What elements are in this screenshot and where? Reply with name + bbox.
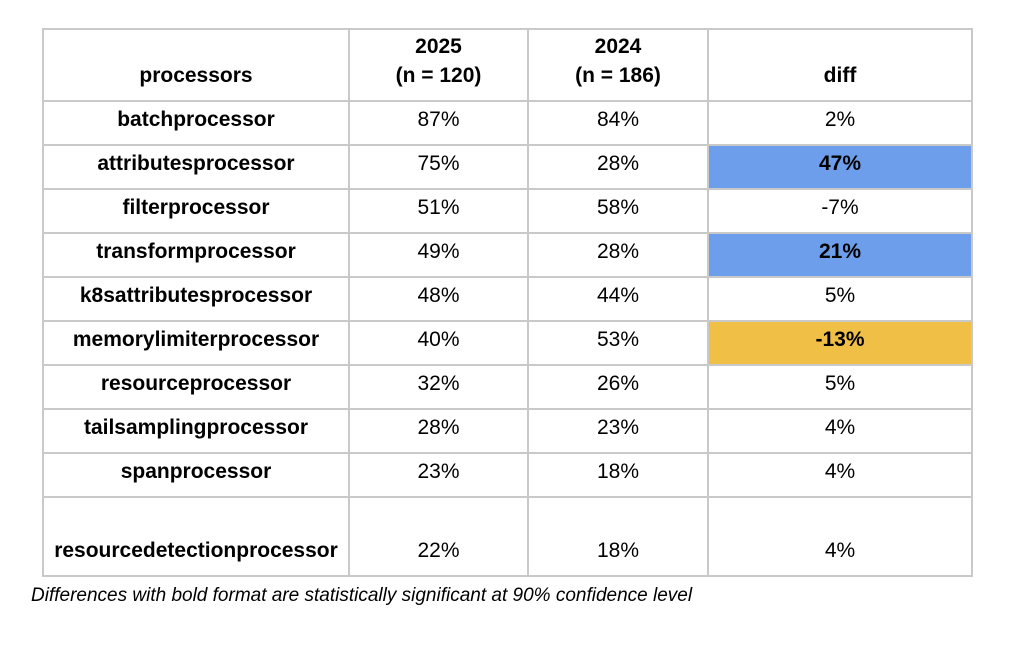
- value-2024-cell: 18%: [527, 496, 709, 577]
- col-header-2025-n: (n = 120): [395, 64, 482, 88]
- header-row: processors 2025 (n = 120) 2024 (n = 186)…: [42, 28, 973, 102]
- table-row: filterprocessor 51% 58% -7%: [42, 188, 973, 234]
- table-row: resourcedetectionprocessor 22% 18% 4%: [42, 496, 973, 577]
- diff-cell: 4%: [707, 496, 973, 577]
- table-row: tailsamplingprocessor 28% 23% 4%: [42, 408, 973, 454]
- processor-name-cell: memorylimiterprocessor: [42, 320, 350, 366]
- processor-name-cell: tailsamplingprocessor: [42, 408, 350, 454]
- significance-footnote: Differences with bold format are statist…: [31, 585, 693, 606]
- col-header-2025: 2025 (n = 120): [348, 28, 529, 102]
- value-2024-cell: 84%: [527, 100, 709, 146]
- col-header-diff-label: diff: [823, 64, 857, 88]
- value-2024-cell: 53%: [527, 320, 709, 366]
- value-2024-cell: 26%: [527, 364, 709, 410]
- diff-cell: 21%: [707, 232, 973, 278]
- diff-cell: -7%: [707, 188, 973, 234]
- table-row: batchprocessor 87% 84% 2%: [42, 100, 973, 146]
- diff-cell: 2%: [707, 100, 973, 146]
- value-2025-cell: 23%: [348, 452, 529, 498]
- processors-table: processors 2025 (n = 120) 2024 (n = 186)…: [42, 28, 973, 577]
- table-row: spanprocessor 23% 18% 4%: [42, 452, 973, 498]
- table-row: k8sattributesprocessor 48% 44% 5%: [42, 276, 973, 322]
- value-2025-cell: 40%: [348, 320, 529, 366]
- processor-name-cell: k8sattributesprocessor: [42, 276, 350, 322]
- value-2025-cell: 51%: [348, 188, 529, 234]
- processor-name-cell: attributesprocessor: [42, 144, 350, 190]
- value-2025-cell: 32%: [348, 364, 529, 410]
- value-2024-cell: 23%: [527, 408, 709, 454]
- col-header-2024-n: (n = 186): [575, 64, 661, 88]
- value-2025-cell: 75%: [348, 144, 529, 190]
- col-header-diff: diff: [707, 28, 973, 102]
- col-header-processors-label: processors: [139, 64, 253, 88]
- value-2025-cell: 48%: [348, 276, 529, 322]
- value-2024-cell: 28%: [527, 144, 709, 190]
- value-2024-cell: 58%: [527, 188, 709, 234]
- value-2024-cell: 18%: [527, 452, 709, 498]
- value-2025-cell: 49%: [348, 232, 529, 278]
- processor-name-cell: resourceprocessor: [42, 364, 350, 410]
- value-2024-cell: 44%: [527, 276, 709, 322]
- col-header-2024: 2024 (n = 186): [527, 28, 709, 102]
- value-2024-cell: 28%: [527, 232, 709, 278]
- diff-cell: 4%: [707, 452, 973, 498]
- col-header-processors: processors: [42, 28, 350, 102]
- processor-name-cell: transformprocessor: [42, 232, 350, 278]
- table-row: resourceprocessor 32% 26% 5%: [42, 364, 973, 410]
- value-2025-cell: 22%: [348, 496, 529, 577]
- diff-cell: 5%: [707, 276, 973, 322]
- processor-name-cell: filterprocessor: [42, 188, 350, 234]
- diff-cell: 47%: [707, 144, 973, 190]
- col-header-2024-year: 2024: [594, 35, 642, 59]
- diff-cell: 5%: [707, 364, 973, 410]
- table-row: transformprocessor 49% 28% 21%: [42, 232, 973, 278]
- diff-cell: 4%: [707, 408, 973, 454]
- value-2025-cell: 28%: [348, 408, 529, 454]
- processor-name-cell: spanprocessor: [42, 452, 350, 498]
- table-row: memorylimiterprocessor 40% 53% -13%: [42, 320, 973, 366]
- processor-name-cell: batchprocessor: [42, 100, 350, 146]
- processor-name-cell: resourcedetectionprocessor: [42, 496, 350, 577]
- diff-cell: -13%: [707, 320, 973, 366]
- col-header-2025-year: 2025: [415, 35, 462, 59]
- value-2025-cell: 87%: [348, 100, 529, 146]
- table-row: attributesprocessor 75% 28% 47%: [42, 144, 973, 190]
- page: processors 2025 (n = 120) 2024 (n = 186)…: [0, 28, 1016, 662]
